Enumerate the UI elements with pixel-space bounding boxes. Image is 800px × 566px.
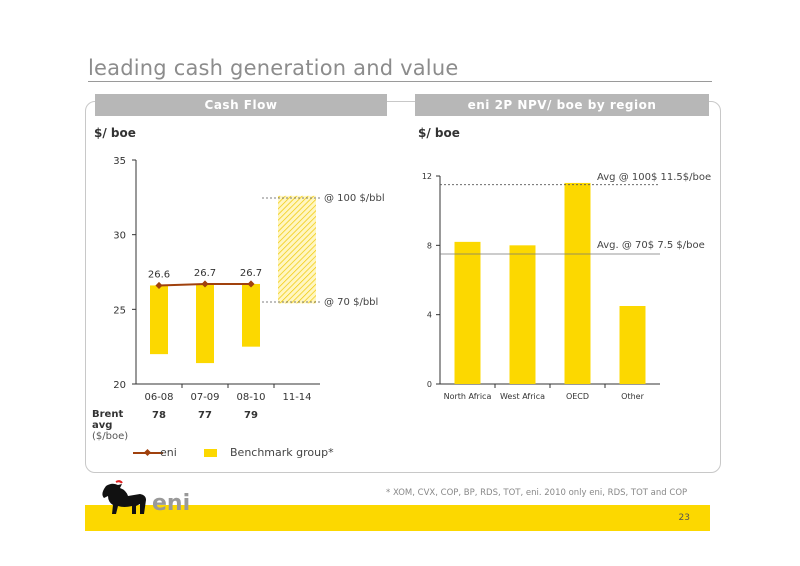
npv-bar <box>509 245 536 384</box>
left-x-tick-label: 11-14 <box>282 392 311 403</box>
left-x-tick-label: 06-08 <box>144 392 173 403</box>
left-y-tick-label: 25 <box>113 305 126 316</box>
right-y-tick-label: 12 <box>422 172 432 181</box>
left-x-tick-label: 08-10 <box>236 392 265 403</box>
legend-benchmark-swatch <box>204 449 217 457</box>
brent-label-unit: ($/boe) <box>92 431 129 442</box>
right-x-tick-label: North Africa <box>444 392 492 401</box>
right-x-tick-label: Other <box>621 392 644 401</box>
right-x-tick-label: OECD <box>566 392 589 401</box>
npv-header: eni 2P NPV/ boe by region <box>415 94 709 116</box>
left-y-tick-label: 20 <box>113 380 126 391</box>
title-divider <box>88 81 712 82</box>
right-x-tick-label: West Africa <box>500 392 545 401</box>
eni-logo-icon: eni <box>102 480 190 516</box>
content-panel <box>85 101 721 473</box>
brent-value-0810: 79 <box>244 410 258 421</box>
right-y-tick-label: 0 <box>427 380 432 389</box>
footnote: * XOM, CVX, COP, BP, RDS, TOT, eni. 2010… <box>386 488 688 498</box>
brent-label: Brent <box>92 409 124 420</box>
benchmark-bar <box>196 283 214 364</box>
legend-benchmark-label: Benchmark group* <box>230 446 334 459</box>
legend-eni-label: eni <box>160 446 177 459</box>
benchmark-bar <box>242 283 260 347</box>
eni-data-label: 26.6 <box>148 269 170 280</box>
eni-point <box>201 280 209 288</box>
footer-bar <box>85 505 710 531</box>
benchmark-bar <box>150 285 168 355</box>
left-y-tick-label: 35 <box>113 156 126 167</box>
right-unit-label: $/ boe <box>418 126 460 140</box>
brent-label-avg: avg <box>92 420 113 431</box>
high-price-annotation: @ 100 $/bbl <box>324 193 385 204</box>
eni-data-label: 26.7 <box>194 268 216 279</box>
right-y-tick-label: 8 <box>427 241 432 250</box>
eni-logo-text: eni <box>152 491 190 516</box>
eni-point <box>247 280 255 288</box>
avg100-annotation: Avg @ 100$ 11.5$/boe <box>597 172 711 183</box>
eni-data-label: 26.7 <box>240 268 262 279</box>
brent-value-0608: 78 <box>152 410 166 421</box>
right-y-tick-label: 4 <box>427 311 432 320</box>
page-title: leading cash generation and value <box>88 56 459 80</box>
low-price-annotation: @ 70 $/bbl <box>324 297 378 308</box>
eni-point <box>155 281 163 289</box>
left-y-tick-label: 30 <box>113 231 126 242</box>
cash-flow-header: Cash Flow <box>95 94 387 116</box>
page-number: 23 <box>678 513 690 523</box>
npv-bar <box>454 241 481 384</box>
npv-bar <box>619 306 646 384</box>
left-unit-label: $/ boe <box>94 126 136 140</box>
brent-value-0709: 77 <box>198 410 212 421</box>
benchmark-bar <box>278 195 316 304</box>
legend-eni-marker <box>133 448 163 457</box>
left-x-tick-label: 07-09 <box>190 392 219 403</box>
npv-bar <box>564 182 591 384</box>
avg70-annotation: Avg. @ 70$ 7.5 $/boe <box>597 240 705 251</box>
